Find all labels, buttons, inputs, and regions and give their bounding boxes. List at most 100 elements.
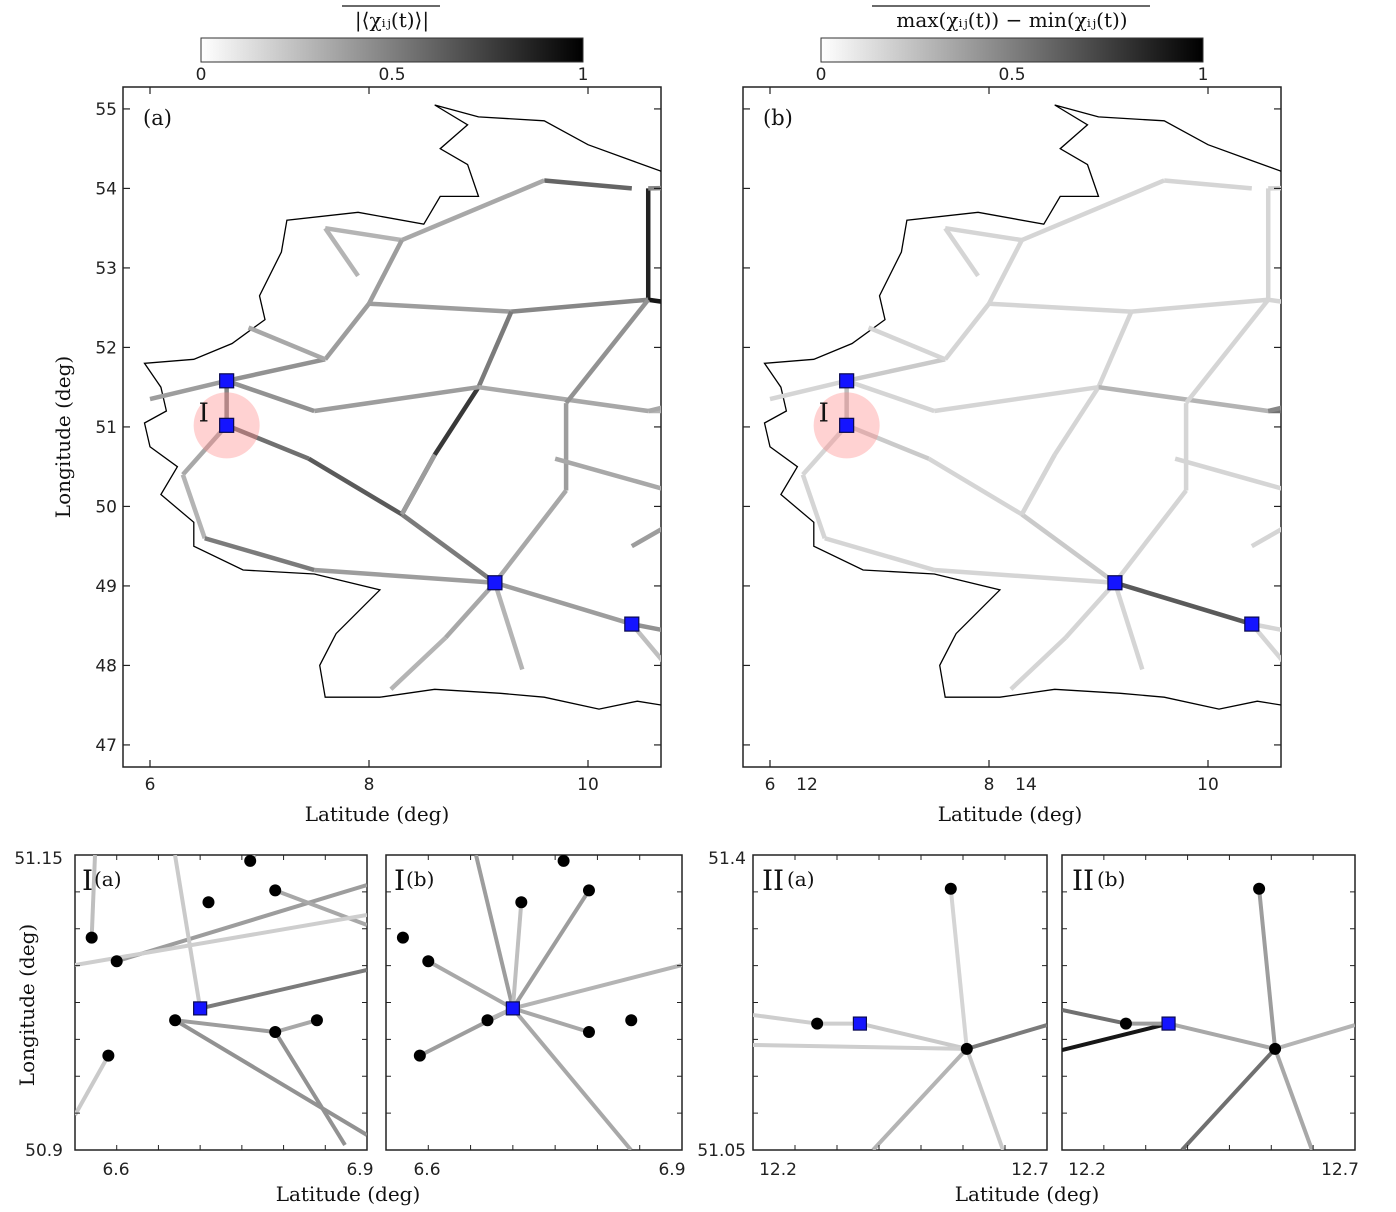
inset-edge — [116, 883, 367, 964]
network-edge — [314, 567, 496, 585]
inset-edge — [1168, 1021, 1276, 1051]
inset-I-a-ytick-top: 51.15 — [14, 849, 63, 869]
inset-II-a-ytick-bottom: 51.05 — [697, 1141, 746, 1161]
network-edge — [543, 178, 633, 191]
colorbar-b-tick-1: 1 — [1198, 65, 1209, 85]
panel-a-label: (a) — [143, 106, 172, 130]
substation-dot — [110, 955, 123, 968]
inset-edge — [510, 902, 524, 1009]
inset-II-b-tag-main: II — [1072, 864, 1094, 897]
axes-a-frame — [122, 86, 662, 768]
substation-dot — [413, 1049, 426, 1062]
inset-edge — [274, 1018, 318, 1034]
colorbar-a — [200, 37, 584, 63]
inset-edge — [474, 855, 515, 1009]
inset-edge — [75, 1054, 111, 1116]
network-edge — [698, 498, 720, 562]
inset-I-a-tag-main: I — [82, 864, 93, 897]
bottom-xlabel-left: Latitude (deg) — [276, 1182, 421, 1206]
inset-edge — [511, 889, 591, 1010]
network-edge — [630, 622, 661, 663]
inset-edge — [871, 1047, 969, 1150]
axes-b-xlabel: Latitude (deg) — [938, 802, 1083, 826]
network-edge — [400, 178, 546, 243]
network-edge — [1350, 312, 1396, 411]
network-edge — [400, 512, 497, 585]
inset-edge — [753, 1013, 818, 1026]
axes-a-xlabel: Latitude (deg) — [305, 802, 450, 826]
substation-dot — [244, 855, 257, 867]
network-edge — [845, 423, 930, 461]
network-edge — [927, 456, 1024, 517]
network-edge — [204, 536, 315, 573]
network-edge — [800, 473, 827, 539]
network-edge — [564, 298, 650, 405]
substation-dot — [85, 931, 98, 944]
region-I-label: I — [819, 398, 829, 428]
network-edge — [631, 621, 661, 633]
network-edge — [1268, 185, 1281, 191]
colorbar-b-tick-0: 0 — [816, 65, 827, 85]
axes-b-frame — [742, 86, 1282, 768]
network-edge — [1020, 512, 1117, 585]
y-tick-label: 49 — [95, 577, 117, 597]
inset-I-b: I (b) 6.6 6.9 — [385, 854, 686, 1180]
network-edge — [476, 310, 514, 389]
network-edge — [933, 384, 1099, 414]
y-tick-label: 48 — [95, 656, 117, 676]
network-edge — [845, 378, 935, 414]
substation-dot — [811, 1017, 824, 1030]
inset-edge — [75, 913, 367, 967]
inset-edge — [1180, 1047, 1277, 1150]
substation-dot — [944, 882, 957, 895]
network-edge — [934, 567, 1116, 585]
network-edge — [225, 378, 315, 414]
inset-II-b-xtick-left: 12.2 — [1068, 1160, 1106, 1180]
grid-node — [1244, 616, 1260, 632]
network-edge — [493, 489, 568, 585]
inset-edge — [427, 959, 514, 1011]
network-edge — [801, 423, 849, 477]
substation-dot — [1119, 1017, 1132, 1030]
inset-edge — [964, 1048, 1005, 1150]
network-edge — [1350, 308, 1396, 312]
axes-b-ticks: 6 8 10 12 14 — [743, 87, 1281, 795]
network-edge — [1114, 580, 1253, 627]
x-tick-label: 8 — [984, 775, 995, 795]
inset-edge — [173, 855, 203, 1009]
panel-b: max(χᵢⱼ(t)) − min(χᵢⱼ(t)) 0 0.5 1 III (b… — [742, 5, 1396, 826]
substation-dot — [557, 855, 570, 867]
germany-border — [763, 104, 1281, 710]
colorbar-b-title: max(χᵢⱼ(t)) − min(χᵢⱼ(t)) — [896, 8, 1127, 32]
network-edge — [1098, 384, 1269, 414]
inset-II-b: II (b) 12.2 12.7 — [1061, 854, 1359, 1180]
grid-node — [839, 417, 855, 433]
inset-I-a-ytick-bottom: 50.9 — [25, 1141, 63, 1161]
inset-hub-node — [852, 1016, 868, 1031]
substation-dot — [102, 1049, 115, 1062]
substation-dot — [625, 1014, 638, 1027]
inset-I-a-tag-sub: (a) — [94, 867, 122, 891]
network-edge — [494, 580, 633, 627]
inset-edge — [753, 1043, 967, 1051]
network-edge — [226, 357, 326, 384]
x-tick-label: 14 — [1015, 775, 1037, 795]
network-edge — [988, 301, 1132, 314]
inset-edge — [859, 1021, 968, 1051]
network-edge — [1096, 310, 1134, 389]
network-edge — [1267, 405, 1281, 414]
network-edge — [1163, 178, 1253, 191]
substation-dot — [396, 931, 409, 944]
inset-I-b-xtick-right: 6.9 — [658, 1160, 685, 1180]
inset-hub-node — [505, 1001, 520, 1016]
network-edge — [225, 423, 310, 461]
network-edge — [313, 384, 479, 414]
network-edge — [247, 325, 327, 362]
network-edge — [181, 423, 229, 477]
x-tick-label: 10 — [577, 775, 599, 795]
x-tick-label: 10 — [1197, 775, 1219, 795]
substation-dot — [960, 1042, 973, 1055]
network-edge — [630, 526, 661, 549]
y-tick-label: 53 — [95, 259, 117, 279]
inset-II-b-tag-sub: (b) — [1097, 867, 1125, 891]
